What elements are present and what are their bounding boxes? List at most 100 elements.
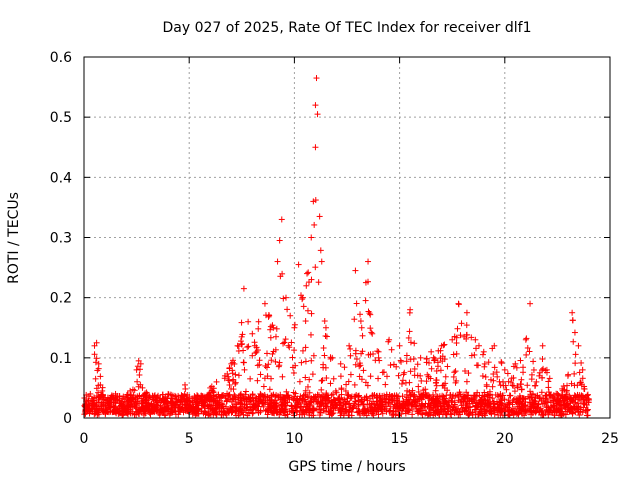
roti-point [299, 296, 306, 303]
roti-point [356, 409, 363, 416]
roti-point [283, 402, 290, 409]
roti-point [292, 362, 299, 369]
roti-point [220, 391, 227, 398]
roti-point [238, 319, 245, 326]
roti-point [352, 347, 359, 354]
roti-point [491, 364, 498, 371]
roti-point [468, 352, 475, 359]
roti-point [496, 404, 503, 411]
roti-point [541, 400, 548, 407]
roti-point [312, 144, 319, 151]
roti-point [206, 393, 213, 400]
roti-point [302, 344, 309, 351]
roti-point [300, 303, 307, 310]
roti-point [245, 398, 252, 405]
roti-point [430, 399, 437, 406]
roti-point [352, 361, 359, 368]
roti-point [365, 351, 372, 358]
roti-point [550, 397, 557, 404]
roti-point [319, 377, 326, 384]
roti-point [311, 221, 318, 228]
roti-point [452, 407, 459, 414]
roti-point [237, 338, 244, 345]
roti-point [489, 383, 496, 390]
roti-point [335, 394, 342, 401]
roti-point [357, 311, 364, 318]
roti-point [293, 396, 300, 403]
roti-point [288, 339, 295, 346]
roti-point [186, 393, 193, 400]
roti-point [415, 408, 422, 415]
roti-point [491, 342, 498, 349]
roti-point [434, 403, 441, 410]
roti-point [201, 399, 208, 406]
roti-point [562, 402, 569, 409]
roti-point [509, 382, 516, 389]
roti-point [403, 391, 410, 398]
roti-point [458, 320, 465, 327]
roti-point [577, 379, 584, 386]
roti-point [291, 347, 298, 354]
roti-point [356, 392, 363, 399]
roti-point [310, 412, 317, 419]
roti-point [449, 336, 456, 343]
roti-point [312, 264, 319, 271]
roti-point [178, 396, 185, 403]
roti-point [281, 339, 288, 346]
roti-point [302, 374, 309, 381]
roti-point [527, 300, 534, 307]
roti-point [502, 382, 509, 389]
y-tick-label: 0.6 [50, 50, 72, 66]
roti-point [523, 351, 530, 358]
roti-point [575, 342, 582, 349]
roti-point [568, 406, 575, 413]
roti-point [539, 356, 546, 363]
roti-point [115, 405, 122, 412]
roti-point [435, 407, 442, 414]
roti-point [494, 373, 501, 380]
roti-point [457, 411, 464, 418]
roti-point [424, 412, 431, 419]
roti-point [310, 352, 317, 359]
roti-point [528, 371, 535, 378]
roti-point [564, 395, 571, 402]
roti-point [95, 382, 102, 389]
roti-point [453, 340, 460, 347]
roti-point [206, 411, 213, 418]
roti-point [314, 391, 321, 398]
roti-point [286, 408, 293, 415]
roti-point [581, 385, 588, 392]
roti-point [403, 398, 410, 405]
roti-point [302, 318, 309, 325]
roti-point [320, 364, 327, 371]
roti-point [163, 403, 170, 410]
roti-point [134, 398, 141, 405]
roti-point [230, 376, 237, 383]
roti-point [244, 405, 251, 412]
roti-point [345, 378, 352, 385]
roti-point [418, 403, 425, 410]
roti-point [322, 324, 329, 331]
roti-point [492, 406, 499, 413]
roti-point [578, 392, 585, 399]
roti-point [463, 309, 470, 316]
roti-point [456, 389, 463, 396]
roti-point [461, 333, 468, 340]
roti-point [251, 342, 258, 349]
roti-point [511, 395, 518, 402]
roti-point [506, 392, 513, 399]
roti-point [280, 295, 287, 302]
roti-point [514, 383, 521, 390]
roti-point [337, 360, 344, 367]
roti-point [480, 348, 487, 355]
roti-point [313, 75, 320, 82]
roti-point [129, 410, 136, 417]
roti-point [207, 406, 214, 413]
roti-point [538, 389, 545, 396]
roti-point [442, 373, 449, 380]
roti-point [282, 398, 289, 405]
roti-point [536, 372, 543, 379]
roti-point [262, 312, 269, 319]
roti-point [108, 394, 115, 401]
roti-point [433, 367, 440, 374]
